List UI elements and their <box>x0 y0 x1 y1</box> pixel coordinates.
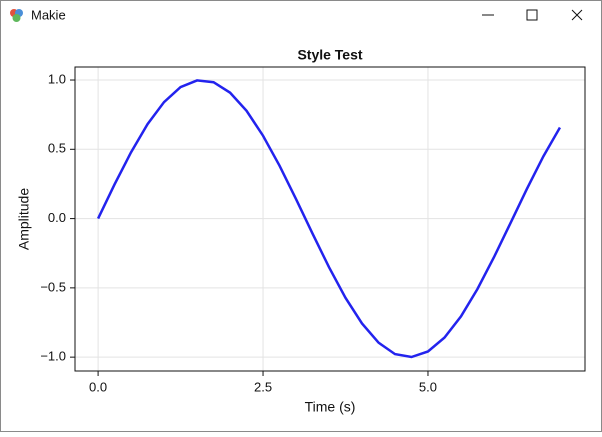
x-tick-label: 2.5 <box>254 379 272 394</box>
y-tick-label: −1.0 <box>40 349 66 364</box>
y-tick-label: 0.0 <box>48 210 66 225</box>
y-tick-label: 1.0 <box>48 71 66 86</box>
x-tick-label: 0.0 <box>89 379 107 394</box>
x-axis-label: Time (s) <box>305 399 356 415</box>
x-tick-label: 5.0 <box>419 379 437 394</box>
plot: 0.0 2.5 5.0 −1.0 −0.5 0.0 0.5 1.0 <box>40 66 586 394</box>
app-icon <box>10 9 23 22</box>
chart-title: Style Test <box>297 47 362 63</box>
close-button[interactable] <box>554 0 600 30</box>
data-line <box>96 79 562 359</box>
plot-frame <box>74 66 586 372</box>
maximize-button[interactable] <box>510 0 554 30</box>
y-axis-label: Amplitude <box>16 188 32 250</box>
y-tick-label: −0.5 <box>40 279 66 294</box>
y-tick-label: 0.5 <box>48 141 66 156</box>
window-title: Makie <box>31 7 66 22</box>
minimize-button[interactable] <box>466 0 510 30</box>
